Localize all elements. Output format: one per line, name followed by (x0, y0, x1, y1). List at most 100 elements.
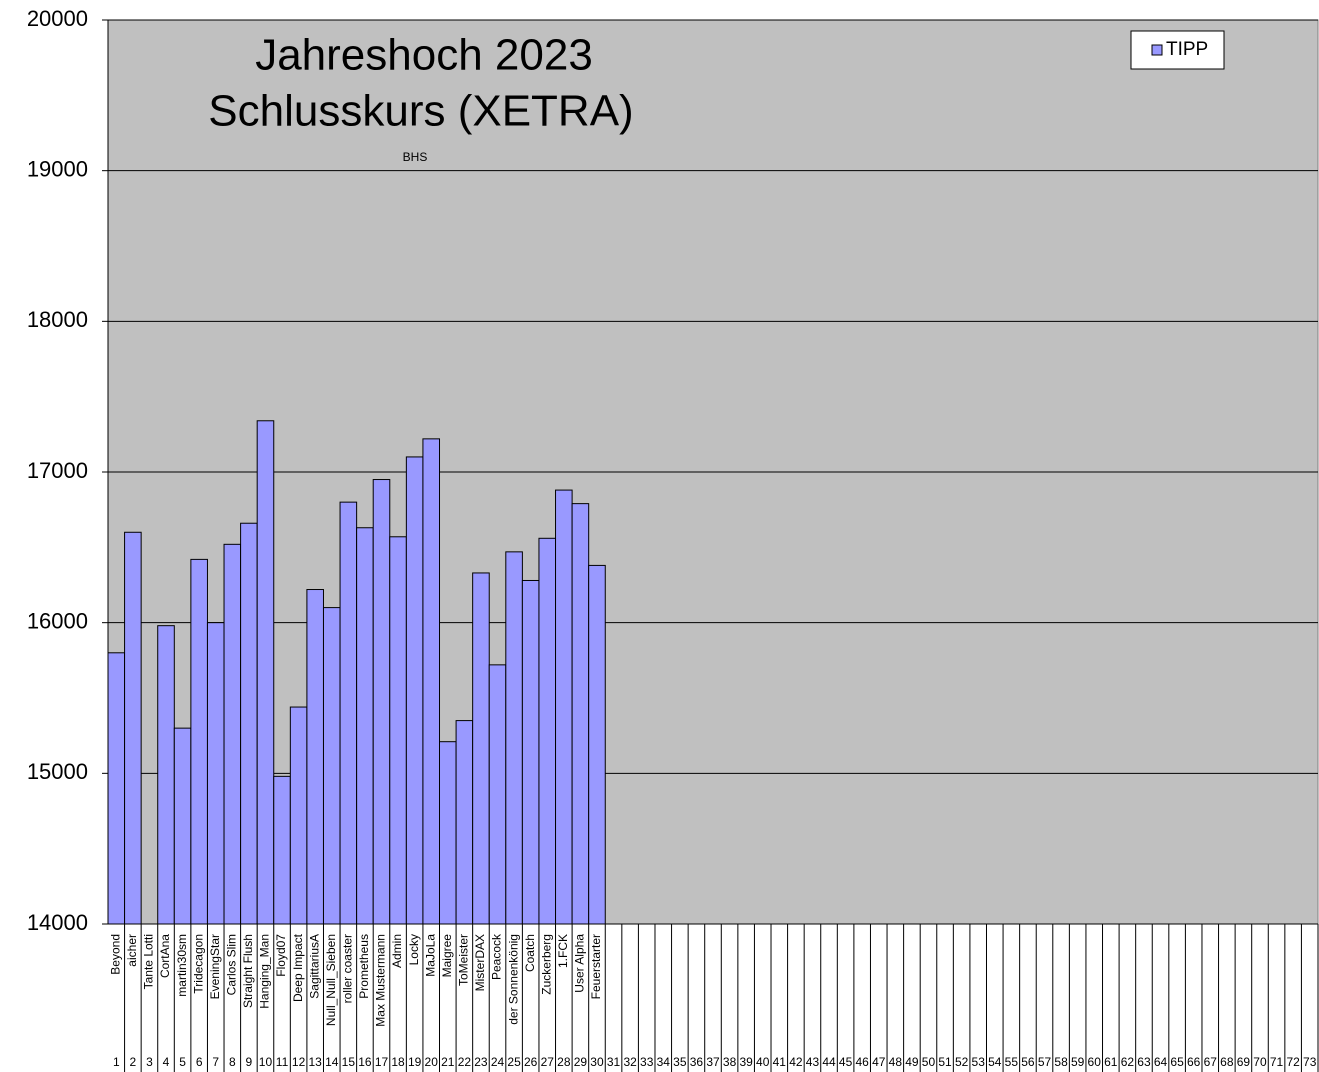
category-number: 8 (229, 1055, 236, 1069)
bar (273, 775, 291, 925)
category-number: 28 (557, 1055, 571, 1069)
category-number: 2 (130, 1055, 137, 1069)
category-number: 25 (507, 1055, 521, 1069)
category-number: 22 (458, 1055, 472, 1069)
grid (102, 19, 1318, 925)
category-number: 13 (309, 1055, 323, 1069)
x-tick-label: Max Mustermann (374, 934, 388, 1027)
category-number: 23 (474, 1055, 488, 1069)
x-tick-label: Peacock (490, 933, 504, 980)
category-number: 38 (723, 1055, 737, 1069)
category-number: 10 (259, 1055, 273, 1069)
bar (322, 607, 341, 925)
category-number: 46 (855, 1055, 869, 1069)
x-tick-label: Deep Impact (291, 933, 305, 1002)
category-number: 18 (391, 1055, 405, 1069)
category-number: 35 (673, 1055, 687, 1069)
x-tick-label: Carlos Slim (224, 934, 238, 995)
bar (339, 501, 358, 925)
category-number: 37 (706, 1055, 720, 1069)
category-number: 40 (756, 1055, 770, 1069)
x-tick-label: CortAna (158, 934, 172, 978)
legend-swatch (1151, 44, 1163, 56)
category-number: 53 (972, 1055, 986, 1069)
x-tick-label: EveningStar (208, 934, 222, 999)
category-number: 72 (1286, 1055, 1300, 1069)
category-number: 3 (146, 1055, 153, 1069)
bar (157, 625, 175, 925)
bar (256, 420, 275, 925)
category-number: 62 (1121, 1055, 1135, 1069)
bar (588, 564, 606, 925)
x-tick-label: Locky (407, 934, 421, 965)
category-number: 31 (607, 1055, 621, 1069)
bar (389, 536, 407, 925)
bar (571, 503, 590, 925)
category-number: 27 (541, 1055, 555, 1069)
category-number: 34 (657, 1055, 671, 1069)
y-tick-label: 19000 (27, 156, 88, 181)
legend-box (1130, 30, 1225, 70)
category-number: 69 (1237, 1055, 1251, 1069)
x-tick-label: MaJoLa (423, 934, 437, 977)
category-number: 17 (375, 1055, 389, 1069)
category-number: 1 (113, 1055, 120, 1069)
category-number: 48 (889, 1055, 903, 1069)
category-number: 29 (574, 1055, 588, 1069)
x-tick-label: aicher (125, 934, 139, 967)
category-number: 6 (196, 1055, 203, 1069)
x-tick-label: Floyd07 (274, 934, 288, 977)
category-number: 64 (1154, 1055, 1168, 1069)
category-number: 14 (325, 1055, 339, 1069)
category-number: 47 (872, 1055, 886, 1069)
category-number: 15 (342, 1055, 356, 1069)
bar (289, 706, 308, 925)
bar (521, 579, 540, 925)
bar (488, 664, 507, 925)
x-tick-label: 1.FCK (556, 934, 570, 968)
category-number: 54 (988, 1055, 1002, 1069)
bar (190, 558, 208, 925)
category-number: 16 (358, 1055, 372, 1069)
category-number: 73 (1303, 1055, 1317, 1069)
bar (455, 720, 474, 925)
x-tick-label: Tante Lotti (142, 934, 156, 989)
bar (124, 531, 142, 925)
bar (173, 727, 192, 925)
chart-subtitle: Schlusskurs (XETRA) (208, 87, 633, 136)
bar (240, 522, 258, 925)
x-tick-label: Coatch (523, 934, 537, 972)
labels: 14000 15000 16000 17000 18000 19000 20000 Beyon… (27, 6, 1319, 1072)
x-tick-label: Feuerstarter (589, 934, 603, 999)
y-tick-label: 20000 (27, 6, 88, 31)
bar (505, 551, 523, 925)
bar (206, 622, 225, 925)
x-tick-label: Prometheus (357, 934, 371, 999)
bar (405, 456, 424, 925)
category-number: 66 (1187, 1055, 1201, 1069)
category-number: 26 (524, 1055, 538, 1069)
category-number: 60 (1088, 1055, 1102, 1069)
x-tick-label: ToMeister (457, 934, 471, 986)
category-number: 41 (773, 1055, 787, 1069)
category-number: 42 (789, 1055, 803, 1069)
category-number: 63 (1137, 1055, 1151, 1069)
category-number: 71 (1270, 1055, 1284, 1069)
bar (356, 527, 374, 925)
y-tick-label: 15000 (27, 759, 88, 784)
legend-label: TIPP (1166, 39, 1208, 60)
category-number: 45 (839, 1055, 853, 1069)
category-number: 24 (491, 1055, 505, 1069)
category-number: 52 (955, 1055, 969, 1069)
y-tick-label: 14000 (27, 910, 88, 935)
category-number: 7 (212, 1055, 219, 1069)
x-tick-label: martin30sm (175, 934, 189, 997)
legend: TIPP (1130, 30, 1225, 70)
category-number: 19 (408, 1055, 422, 1069)
bar (538, 537, 557, 925)
category-number: 30 (590, 1055, 604, 1069)
category-number: 21 (441, 1055, 455, 1069)
x-tick-label: User Alpha (573, 934, 587, 993)
category-number: 55 (1005, 1055, 1019, 1069)
